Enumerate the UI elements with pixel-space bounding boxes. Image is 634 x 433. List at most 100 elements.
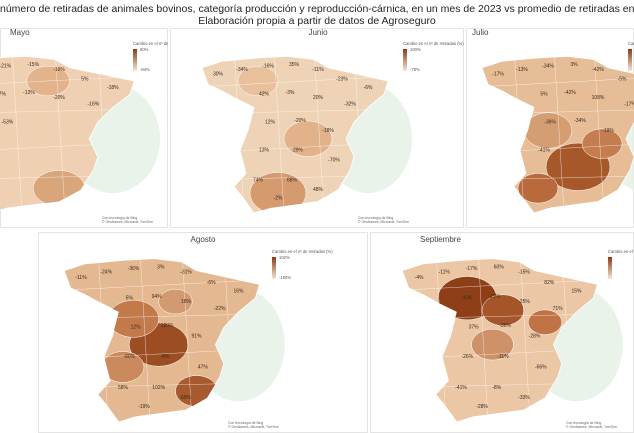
region bbox=[517, 173, 559, 204]
boundary bbox=[273, 56, 285, 213]
legend-scale bbox=[403, 49, 407, 71]
boundary bbox=[0, 108, 135, 115]
region-label: 37% bbox=[469, 325, 480, 331]
credit: Con tecnología de Bing bbox=[102, 216, 137, 220]
region-label: -17% bbox=[492, 72, 504, 78]
boundary bbox=[402, 279, 598, 291]
region-label: -34% bbox=[542, 63, 554, 69]
region-label: 35% bbox=[289, 62, 300, 68]
credit: © GeoNames, Microsoft, TomTom bbox=[358, 220, 409, 224]
region-label: 15% bbox=[571, 289, 582, 295]
panel-title: Agosto bbox=[191, 235, 216, 244]
region-label: -3% bbox=[286, 90, 295, 96]
region-label: 94% bbox=[152, 294, 163, 300]
boundary bbox=[519, 258, 531, 422]
boundary bbox=[11, 56, 23, 213]
boundary bbox=[202, 75, 388, 88]
map-panel: -4% -11% -17% 60% -15% 82% 15% 30% -22% -25% 71% 37… bbox=[370, 232, 634, 433]
region-label: 12% bbox=[265, 120, 276, 126]
legend-scale bbox=[272, 257, 276, 279]
region-label: -20% bbox=[294, 118, 306, 124]
region-label: -2% bbox=[274, 195, 283, 201]
map-panel: -11% -24% -36% 3% -31% -6% 16% 5% 94% 18% -22% 12% 1… bbox=[38, 232, 368, 433]
region-label: -22% bbox=[214, 306, 226, 312]
region-label: 47% bbox=[198, 364, 209, 370]
region-label: 42% bbox=[259, 92, 270, 98]
boundary bbox=[553, 56, 565, 213]
region-label: -18% bbox=[322, 128, 334, 134]
region-label: 58% bbox=[118, 385, 129, 391]
region-label: -32% bbox=[344, 101, 356, 107]
region-label: -18% bbox=[107, 85, 119, 91]
credit: © GeoNames, Microsoft, TomTom bbox=[102, 220, 153, 224]
region-label: -20% bbox=[53, 95, 65, 101]
region-label: -15% bbox=[518, 270, 530, 276]
region-label: 120% bbox=[161, 323, 174, 329]
region-label: -42% bbox=[564, 90, 576, 96]
legend-title: Cambio en el nº de retiradas (%) bbox=[133, 41, 194, 46]
region-label: 13% bbox=[259, 148, 270, 154]
region-label: 102% bbox=[152, 385, 165, 391]
region-label: 82% bbox=[544, 280, 555, 286]
region-label: 91% bbox=[191, 333, 202, 339]
legend-min: -84% bbox=[140, 67, 150, 72]
region-label: -28% bbox=[476, 404, 488, 410]
subtitle: Elaboración propia a partir de datos de … bbox=[198, 15, 436, 27]
map-panel: -6%-23%-21%-15%-19%5%-18%17%-13%-20%-16%… bbox=[0, 28, 194, 228]
credit: Con tecnología de Bing bbox=[358, 216, 393, 220]
panel-title: Septiembre bbox=[420, 235, 461, 244]
boundary bbox=[54, 56, 66, 213]
region-label: 5% bbox=[126, 295, 134, 301]
region-label: -60% bbox=[123, 354, 135, 360]
region-label: 68% bbox=[287, 177, 298, 183]
legend-max: 100% bbox=[410, 47, 421, 52]
region-label: -21% bbox=[0, 63, 12, 69]
region-label: -8% bbox=[492, 385, 501, 391]
region-label: -13% bbox=[516, 67, 528, 73]
region bbox=[471, 328, 514, 361]
region-label: -11% bbox=[439, 270, 451, 276]
legend-title: Cambio en el nº de retiradas (%) bbox=[628, 41, 634, 46]
region-label: 17% bbox=[0, 92, 7, 98]
map-panel: 30% -34% -16% 35% -11% -23% -6% 42% -3% 20% -32% 12… bbox=[170, 28, 464, 228]
legend-max: 102% bbox=[279, 255, 290, 260]
region bbox=[158, 288, 193, 315]
region-label: 3% bbox=[570, 62, 578, 68]
region-label: -33% bbox=[518, 395, 530, 401]
region-shading bbox=[482, 56, 634, 213]
boundary bbox=[482, 75, 634, 88]
panel-title: Mayo bbox=[10, 28, 30, 37]
region-label: -24% bbox=[100, 270, 112, 276]
legend-title: Cambio en el nº de retiradas (%) bbox=[608, 249, 634, 254]
region bbox=[237, 65, 279, 97]
region-label: -36% bbox=[544, 120, 556, 126]
region-label: -34% bbox=[236, 67, 248, 73]
region-label: 20% bbox=[313, 95, 324, 101]
region-label: -6% bbox=[207, 280, 216, 286]
region-label: -66% bbox=[535, 364, 547, 370]
legend-min: -76% bbox=[410, 67, 420, 72]
region-label: -6% bbox=[364, 85, 373, 91]
legend-scale bbox=[628, 49, 632, 71]
boundary bbox=[477, 258, 489, 422]
boundary bbox=[181, 258, 193, 422]
region-label: 18% bbox=[181, 299, 192, 305]
region-label: -41% bbox=[538, 148, 550, 154]
region-label: -31% bbox=[180, 270, 192, 276]
boundary bbox=[313, 56, 325, 213]
region-label: 69% bbox=[181, 395, 192, 401]
region bbox=[527, 309, 563, 335]
boundary bbox=[139, 258, 151, 422]
region-label: -22% bbox=[489, 294, 501, 300]
region bbox=[249, 172, 307, 213]
boundary bbox=[64, 279, 260, 291]
region-label: -11% bbox=[312, 67, 324, 73]
credit: Con tecnología de Bing bbox=[566, 421, 601, 425]
boundary bbox=[0, 75, 135, 88]
legend-min: -100% bbox=[279, 275, 291, 280]
region-label: 29% bbox=[293, 148, 304, 154]
region-label: -19% bbox=[138, 404, 150, 410]
region bbox=[283, 120, 333, 157]
region-label: 12% bbox=[131, 325, 142, 331]
